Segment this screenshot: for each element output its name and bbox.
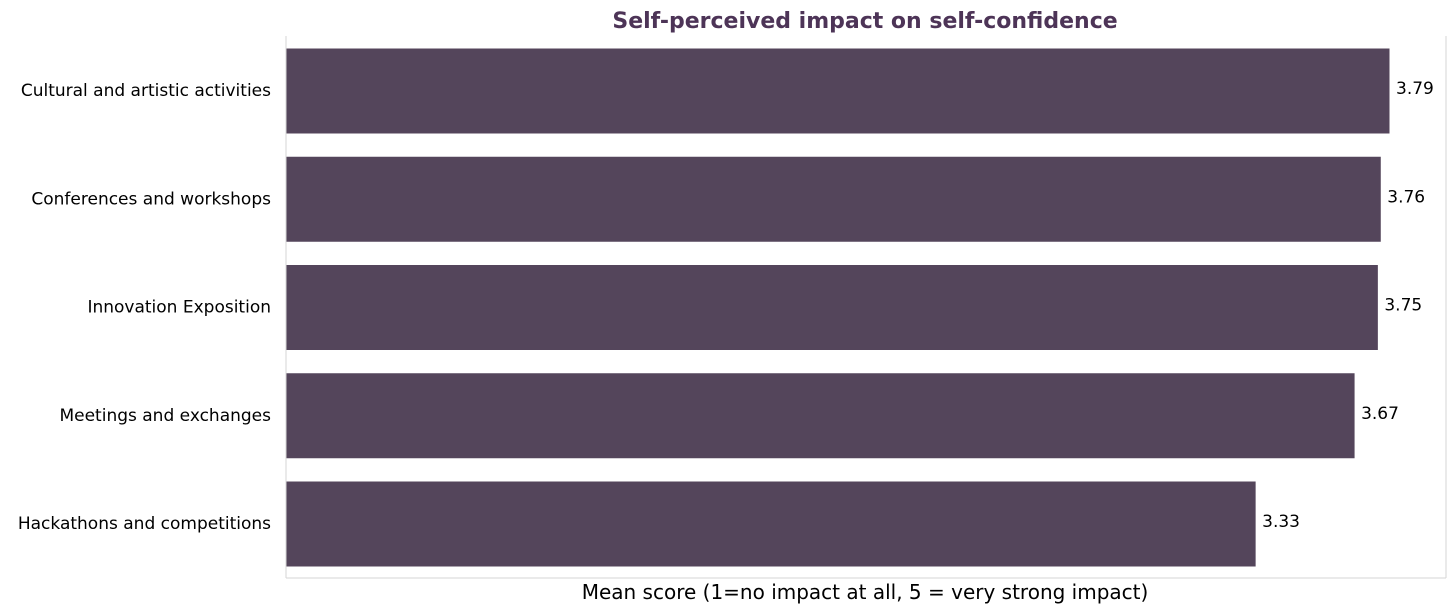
data-label: 3.76	[1387, 187, 1425, 207]
bar	[286, 481, 1256, 567]
category-label: Conferences and workshops	[31, 189, 271, 209]
chart-title: Self-perceived impact on self-confidence	[612, 9, 1117, 34]
category-label: Cultural and artistic activities	[21, 81, 271, 101]
bar	[286, 48, 1390, 134]
x-axis-label: Mean score (1=no impact at all, 5 = very…	[582, 580, 1149, 604]
bar	[286, 373, 1355, 459]
plot-area: Cultural and artistic activities 3.79 Conf…	[18, 48, 1434, 567]
data-label: 3.75	[1384, 296, 1422, 316]
data-label: 3.67	[1361, 404, 1399, 424]
category-label: Innovation Exposition	[87, 298, 271, 318]
bar	[286, 265, 1378, 350]
data-label: 3.79	[1396, 79, 1434, 99]
bar	[286, 156, 1381, 242]
data-label: 3.33	[1262, 512, 1300, 532]
category-label: Meetings and exchanges	[59, 406, 271, 426]
category-label: Hackathons and competitions	[18, 514, 271, 534]
